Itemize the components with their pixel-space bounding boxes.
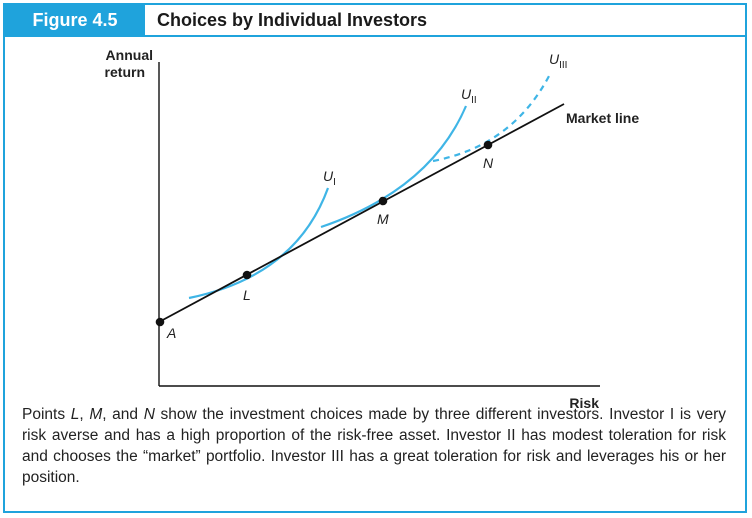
- point-label-l: L: [243, 287, 251, 303]
- indifference-curve-u3: [432, 75, 550, 163]
- figure-number: Figure 4.5: [5, 5, 145, 35]
- curve-label-u2-base: U: [461, 86, 472, 102]
- point-label-n: N: [483, 155, 494, 171]
- figure-header: Figure 4.5 Choices by Individual Investo…: [5, 5, 745, 37]
- point-a: [155, 317, 165, 327]
- caption-text-1: Points: [22, 406, 71, 423]
- caption-text-4: show the investment choices made by thre…: [22, 406, 726, 486]
- curve-label-u2-sub: II: [471, 95, 477, 106]
- curve-label-u3-sub: III: [559, 60, 567, 71]
- curve-label-u1: UI: [323, 168, 336, 188]
- figure-caption: Points L, M, and N show the investment c…: [22, 404, 726, 488]
- caption-point-l: L: [70, 406, 80, 423]
- point-label-m: M: [377, 211, 389, 227]
- curve-label-u1-base: U: [323, 168, 334, 184]
- market-line: [158, 103, 565, 323]
- point-label-a: A: [166, 325, 176, 341]
- y-axis-label-line1: Annual: [106, 47, 153, 63]
- point-l: [242, 270, 252, 280]
- curve-label-u1-sub: I: [333, 177, 336, 188]
- curve-label-u2: UII: [461, 86, 477, 106]
- point-m: [378, 196, 388, 206]
- curve-label-u3-base: U: [549, 51, 560, 67]
- x-axis-label: Risk: [569, 395, 599, 411]
- market-line-label: Market line: [566, 110, 639, 126]
- y-axis-label-line2: return: [105, 64, 145, 80]
- caption-text-2: ,: [79, 406, 90, 423]
- caption-point-n: N: [143, 406, 155, 423]
- indifference-curve-u2: [320, 105, 468, 229]
- curve-label-u3: UIII: [549, 51, 567, 71]
- figure-frame: Figure 4.5 Choices by Individual Investo…: [3, 3, 747, 513]
- caption-point-m: M: [89, 406, 103, 423]
- caption-text-3: , and: [102, 406, 144, 423]
- point-n: [483, 140, 493, 150]
- figure-title: Choices by Individual Investors: [157, 10, 428, 30]
